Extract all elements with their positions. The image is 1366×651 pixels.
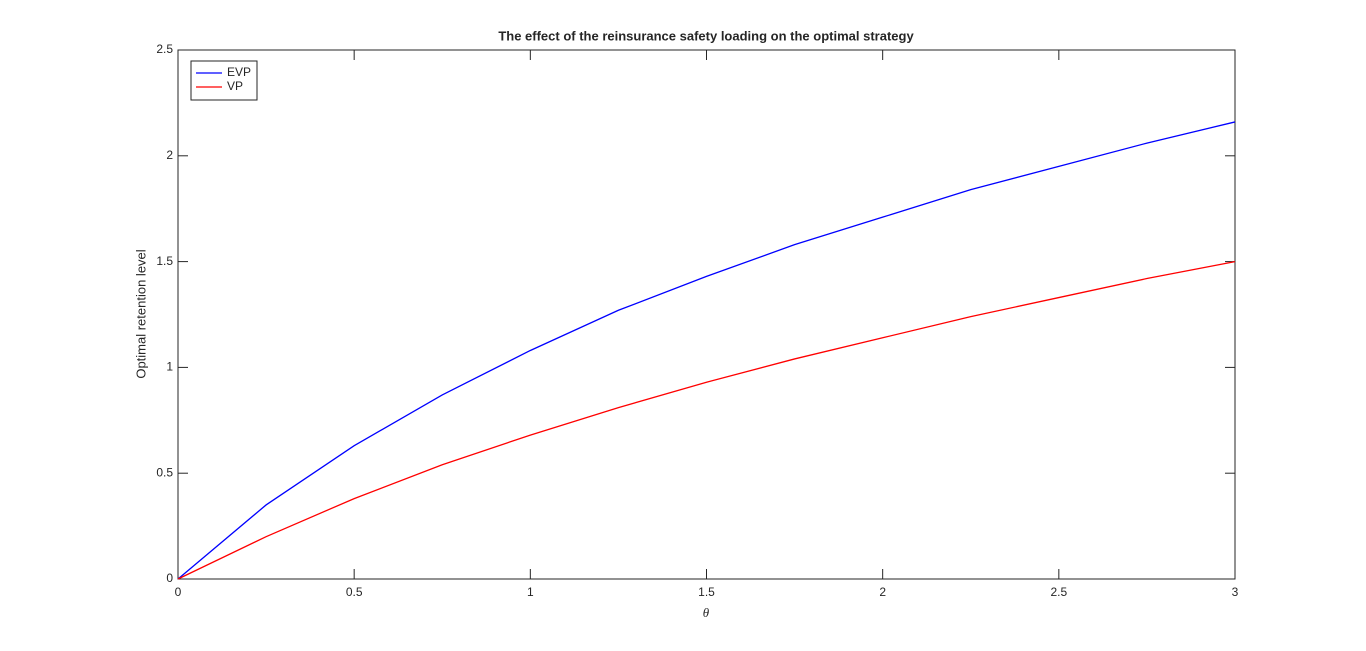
plot-area [177, 49, 1236, 580]
chart-title: The effect of the reinsurance safety loa… [498, 28, 914, 43]
y-tick-label: 1.5 [156, 254, 173, 268]
line [177, 121, 1236, 580]
y-tick-label: 2 [166, 148, 173, 162]
x-tick-label: 2.5 [1050, 585, 1067, 599]
legend-label: VP [227, 79, 243, 93]
x-tick-label: 0 [175, 585, 182, 599]
y-tick-label: 1 [166, 360, 173, 374]
y-tick-label: 2.5 [156, 42, 173, 56]
x-tick-label: 1.5 [698, 585, 715, 599]
legend-label: EVP [227, 65, 251, 79]
y-axis-label: Optimal retention level [133, 249, 148, 378]
x-axis-label: θ [703, 605, 710, 620]
x-tick-label: 1 [527, 585, 534, 599]
x-tick-label: 0.5 [346, 585, 363, 599]
line [177, 260, 1236, 580]
y-tick-label: 0 [166, 571, 173, 585]
y-tick-label: 0.5 [156, 465, 173, 479]
x-tick-label: 3 [1232, 585, 1239, 599]
legend-box [190, 60, 258, 101]
x-tick-label: 2 [879, 585, 886, 599]
